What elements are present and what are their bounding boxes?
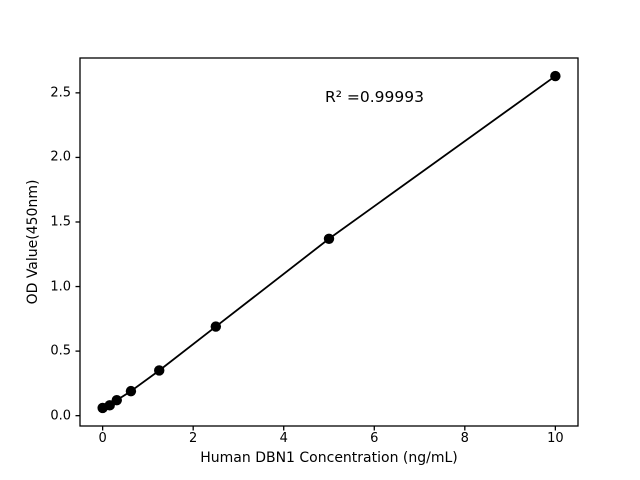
data-point [111, 394, 122, 406]
x-tick-label: 8 [460, 431, 469, 446]
data-point [550, 70, 561, 82]
r-squared-annotation: R² =0.99993 [325, 88, 424, 106]
data-point [323, 233, 335, 244]
y-tick-label: 2.5 [50, 85, 71, 101]
y-tick-label: 0.5 [50, 343, 71, 359]
y-tick-label: 1.5 [50, 214, 71, 230]
x-tick-label: 10 [547, 431, 564, 446]
x-tick-label: 6 [370, 431, 379, 446]
x-axis-title: Human DBN1 Concentration (ng/mL) [200, 450, 458, 466]
y-tick-label: 0.0 [50, 408, 71, 424]
x-tick-label: 4 [279, 431, 288, 446]
data-point [125, 385, 137, 397]
y-tick-label: 1.0 [50, 279, 71, 295]
data-point [154, 365, 165, 376]
y-tick-label: 2.0 [50, 149, 71, 165]
y-axis-title-text: OD Value(450nm) [25, 179, 41, 305]
x-tick-label: 2 [189, 431, 198, 446]
plot-border [79, 57, 579, 427]
data-point [210, 321, 222, 332]
x-tick-label: 0 [98, 431, 107, 446]
